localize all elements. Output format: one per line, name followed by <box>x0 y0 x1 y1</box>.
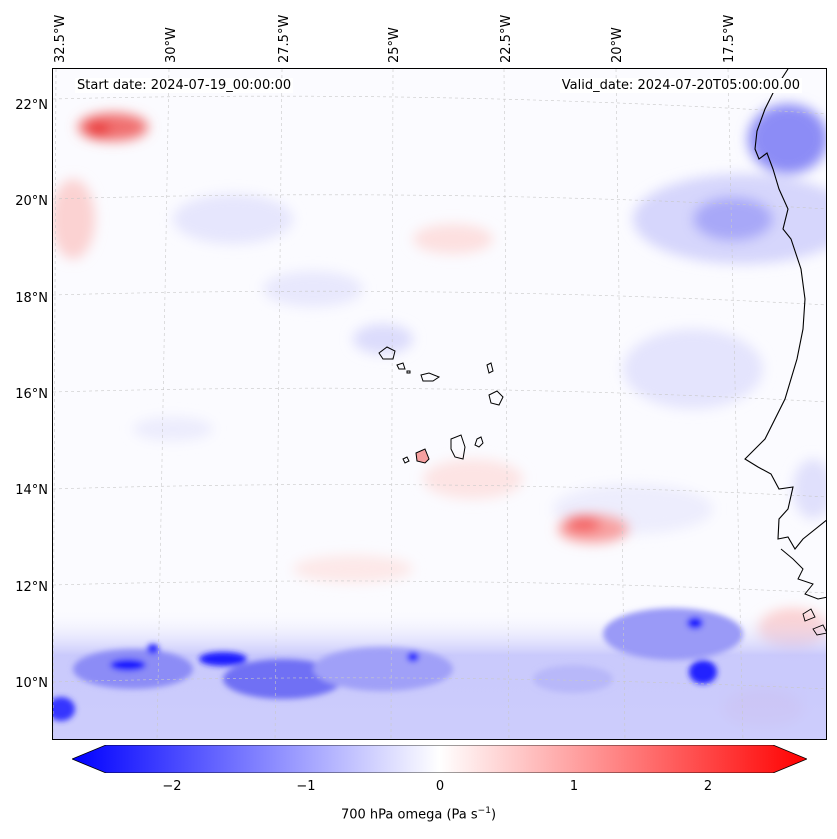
lat-label-14n: 14°N <box>15 483 48 498</box>
lon-label-22-5w: 22.5°W <box>499 14 514 63</box>
field-band-cores <box>53 608 743 721</box>
guinea-coast <box>780 548 826 600</box>
lat-label-12n: 12°N <box>15 580 48 595</box>
start-date-label: Start date: 2024-07-19_00:00:00 <box>75 78 294 93</box>
colorbar-tick-minus-1: −1 <box>296 779 316 794</box>
colorbar-tick-1: 1 <box>569 779 579 794</box>
lat-label-18n: 18°N <box>15 291 48 306</box>
lon-label-32-5w: 32.5°W <box>53 14 68 63</box>
valid-date-label: Valid_date: 2024-07-20T05:00:00.00 <box>559 78 802 93</box>
lon-label-30w: 30°W <box>164 27 179 63</box>
cape-verde-islands <box>378 346 504 464</box>
lon-label-27-5w: 27.5°W <box>277 14 292 63</box>
lat-label-22n: 22°N <box>15 98 48 113</box>
colorbar-tick-minus-2: −2 <box>162 779 182 794</box>
lon-label-17-5w: 17.5°W <box>722 14 737 63</box>
lon-label-20w: 20°W <box>610 27 625 63</box>
map-panel[interactable]: Start date: 2024-07-19_00:00:00 Valid_da… <box>52 68 827 740</box>
colorbar-tick-0: 0 <box>435 779 445 794</box>
omega-field-map <box>53 69 826 739</box>
lat-label-16n: 16°N <box>15 387 48 402</box>
lon-label-25w: 25°W <box>387 27 402 63</box>
colorbar-body <box>72 745 807 773</box>
lat-label-20n: 20°N <box>15 194 48 209</box>
colorbar-label: 700 hPa omega (Pa s−1) <box>340 806 497 823</box>
bijagos-islands <box>802 608 826 636</box>
colorbar-tick-2: 2 <box>703 779 713 794</box>
omega-colorbar <box>72 745 807 773</box>
lat-label-10n: 10°N <box>15 676 48 691</box>
africa-coastline <box>744 69 826 550</box>
graticule <box>53 69 826 739</box>
